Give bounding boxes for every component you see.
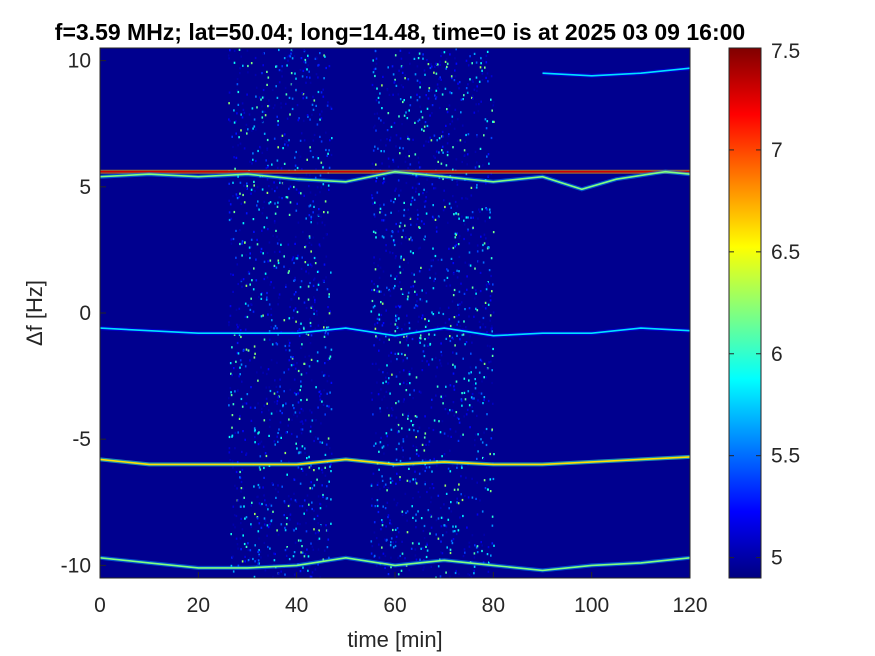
colorbar: 7.5 7 6.5 6 5.5 5 (728, 40, 800, 579)
colorbar-tick-label: 7.5 (771, 40, 800, 63)
noise-bands (227, 48, 495, 578)
trace-2 (100, 170, 690, 191)
trace-3 (542, 67, 690, 77)
colorbar-tick-label: 7 (771, 139, 783, 162)
y-tick-label: 10 (68, 50, 91, 73)
x-tick-label: 100 (574, 594, 609, 617)
plot-area (99, 47, 691, 579)
x-tick-label: 60 (383, 594, 406, 617)
colorbar-tick-label: 5.5 (771, 445, 800, 468)
colorbar-tick-label: 6 (771, 343, 783, 366)
y-axis-label: Δf [Hz] (22, 280, 47, 346)
colorbar-ticks: 7.5 7 6.5 6 5.5 5 (729, 40, 800, 570)
y-tick-label: -5 (72, 428, 91, 451)
y-tick-label: 5 (79, 176, 91, 199)
y-axis: 10 5 0 -5 -10 (61, 50, 106, 577)
x-axis: 0 20 40 60 80 100 120 (94, 572, 708, 617)
signal-traces (100, 66, 690, 573)
x-tick-label: 120 (672, 594, 707, 617)
plot-background (100, 48, 690, 578)
colorbar-tick-label: 6.5 (771, 241, 800, 264)
x-axis-label: time [min] (347, 627, 442, 652)
trace-5 (100, 456, 690, 466)
colorbar-frame (728, 47, 762, 579)
x-tick-label: 20 (187, 594, 210, 617)
x-tick-label: 0 (94, 594, 106, 617)
y-tick-label: 0 (79, 302, 91, 325)
x-tick-label: 40 (285, 594, 308, 617)
chart-title: f=3.59 MHz; lat=50.04; long=14.48, time=… (55, 19, 745, 45)
colorbar-gradient (729, 48, 761, 578)
y-tick-label: -10 (61, 554, 91, 577)
trace-6 (100, 556, 690, 572)
trace-4 (100, 327, 690, 337)
x-tick-label: 80 (482, 594, 505, 617)
colorbar-tick-label: 5 (771, 547, 783, 570)
